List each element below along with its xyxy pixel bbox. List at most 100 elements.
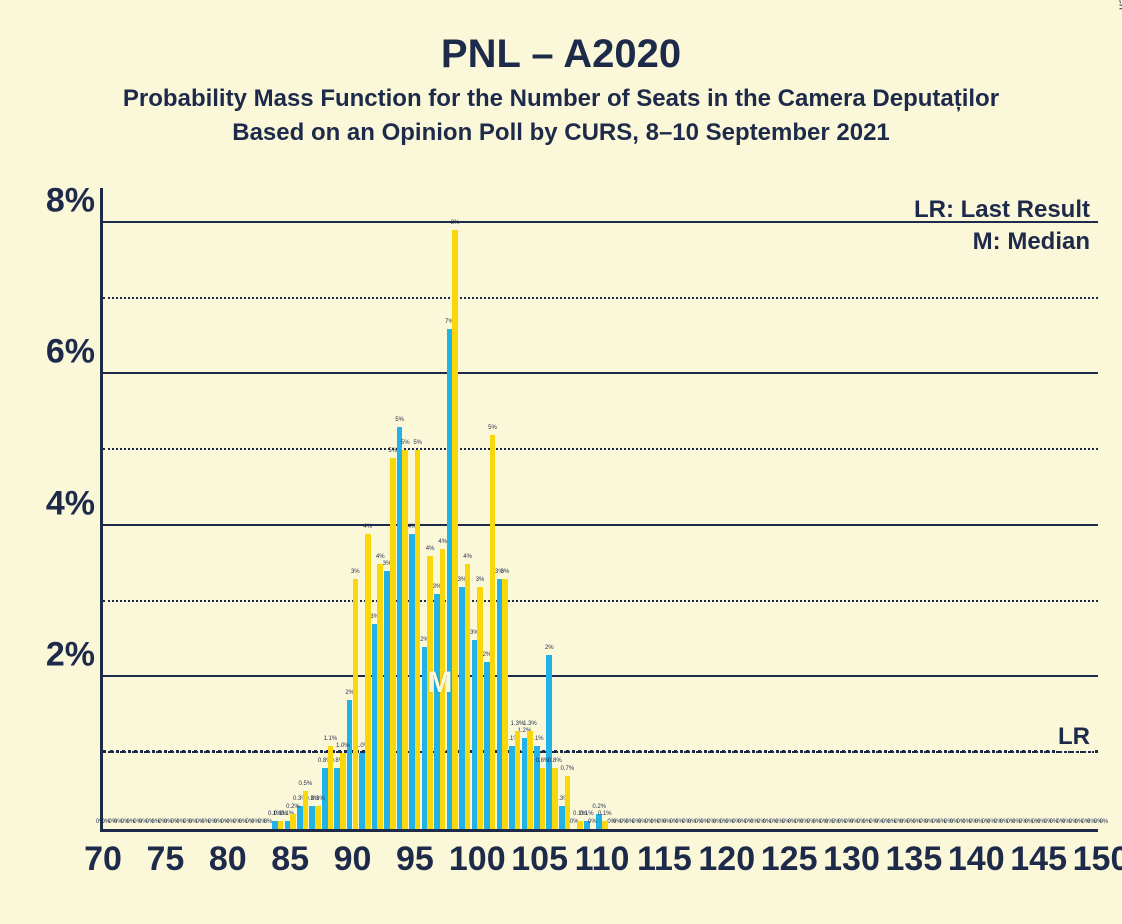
subtitle-2: Based on an Opinion Poll by CURS, 8–10 S… [0, 119, 1122, 147]
bar-value-label: 0% [638, 819, 647, 825]
gridline-major [103, 372, 1098, 374]
bar-series-b: 5% [402, 450, 408, 829]
ytick-label: 8% [29, 181, 95, 220]
bar-value-label: 0% [837, 819, 846, 825]
bar-value-label: 3% [351, 569, 360, 575]
bar-value-label: 8% [451, 220, 460, 226]
bar-value-label: 0% [700, 819, 709, 825]
titles-block: PNL – A2020 Probability Mass Function fo… [0, 0, 1122, 147]
bar-value-label: 0% [925, 819, 934, 825]
xtick-label: 145 [1010, 840, 1067, 879]
bar-value-label: 4% [438, 539, 447, 545]
bar-value-label: 0% [875, 819, 884, 825]
xtick-label: 120 [698, 840, 755, 879]
bar-series-b: 3% [502, 579, 508, 829]
bar-value-label: 0% [251, 819, 260, 825]
bar-value-label: 5% [395, 417, 404, 423]
bar-value-label: 0% [738, 819, 747, 825]
bar-value-label: 0% [1025, 819, 1034, 825]
bar-series-b: 0.1% [278, 821, 284, 829]
xtick-label: 95 [396, 840, 434, 879]
xtick-label: 75 [146, 840, 184, 879]
bar-value-label: 2% [545, 645, 554, 651]
bar-value-label: 0% [1087, 819, 1096, 825]
bar-value-label: 0% [201, 819, 210, 825]
bar-value-label: 0% [663, 819, 672, 825]
bar-series-b: 5% [415, 450, 421, 829]
bar-value-label: 0% [750, 819, 759, 825]
gridline-minor [103, 448, 1098, 450]
bar-value-label: 0% [101, 819, 110, 825]
bar-value-label: 1.0% [336, 743, 350, 749]
bar-value-label: 0% [688, 819, 697, 825]
bar-series-b: 4% [365, 534, 371, 829]
bar-value-label: 4% [463, 554, 472, 560]
copyright-text: © 2021 Filip van Laenen [1116, 0, 1122, 10]
xtick-label: 100 [449, 840, 506, 879]
xtick-label: 115 [637, 840, 692, 879]
bar-value-label: 0% [775, 819, 784, 825]
main-title: PNL – A2020 [0, 32, 1122, 77]
bar-value-label: 0% [588, 819, 597, 825]
bar-series-b: 0.7% [565, 776, 571, 829]
bar-value-label: 0% [114, 819, 123, 825]
bar-value-label: 0% [763, 819, 772, 825]
bar-value-label: 0% [675, 819, 684, 825]
subtitle-1: Probability Mass Function for the Number… [0, 85, 1122, 113]
bar-value-label: 1.3% [523, 721, 537, 727]
bar-series-b: 1.0% [340, 753, 346, 829]
bar-value-label: 0% [713, 819, 722, 825]
xtick-label: 130 [823, 840, 880, 879]
bar-value-label: 0% [813, 819, 822, 825]
bar-value-label: 0% [788, 819, 797, 825]
bar-value-label: 0% [151, 819, 160, 825]
gridline-minor [103, 297, 1098, 299]
bar-value-label: 0% [887, 819, 896, 825]
bar-series-b: 0.1% [602, 821, 608, 829]
bar-value-label: 0% [139, 819, 148, 825]
bar-series-b: 0.2% [290, 814, 296, 829]
plot-area: LR: Last Result M: Median 2%4%6%8%LR7075… [100, 188, 1098, 832]
bar-value-label: 0% [912, 819, 921, 825]
bar-series-b: 4% [465, 564, 471, 829]
bar-value-label: 0.2% [286, 804, 300, 810]
bar-value-label: 0% [987, 819, 996, 825]
bar-value-label: 4% [426, 546, 435, 552]
bar-value-label: 0% [1012, 819, 1021, 825]
xtick-label: 90 [334, 840, 372, 879]
bar-value-label: 0.1% [598, 811, 612, 817]
bar-value-label: 0% [962, 819, 971, 825]
bar-value-label: 0% [825, 819, 834, 825]
lr-label: LR [1056, 723, 1092, 751]
bar-value-label: 5% [488, 425, 497, 431]
ytick-label: 4% [29, 484, 95, 523]
bar-value-label: 0% [725, 819, 734, 825]
bar-value-label: 0% [176, 819, 185, 825]
bar-series-b: 4% [377, 564, 383, 829]
legend-m: M: Median [973, 228, 1090, 256]
bar-value-label: 0% [226, 819, 235, 825]
legend-lr: LR: Last Result [914, 196, 1090, 224]
bar-value-label: 0% [862, 819, 871, 825]
bar-value-label: 0% [1062, 819, 1071, 825]
bar-series-b: 0.8% [540, 768, 546, 829]
bar-value-label: 0% [613, 819, 622, 825]
bar-value-label: 0% [800, 819, 809, 825]
bar-series-b: 0.3% [315, 806, 321, 829]
bar-value-label: 0.3% [311, 796, 325, 802]
bar-value-label: 0.8% [548, 758, 562, 764]
bar-value-label: 5% [413, 440, 422, 446]
bar-series-b: 0.8% [552, 768, 558, 829]
xtick-label: 105 [511, 840, 568, 879]
gridline-minor [103, 600, 1098, 602]
gridline-major [103, 221, 1098, 223]
bar-series-b: 0.5% [303, 791, 309, 829]
bar-value-label: 0% [975, 819, 984, 825]
bar-value-label: 0% [214, 819, 223, 825]
xtick-label: 140 [948, 840, 1005, 879]
bar-value-label: 3% [501, 569, 510, 575]
bar-value-label: 0% [1037, 819, 1046, 825]
gridline-major [103, 524, 1098, 526]
bar-value-label: 0% [1050, 819, 1059, 825]
median-marker: M [427, 666, 452, 700]
